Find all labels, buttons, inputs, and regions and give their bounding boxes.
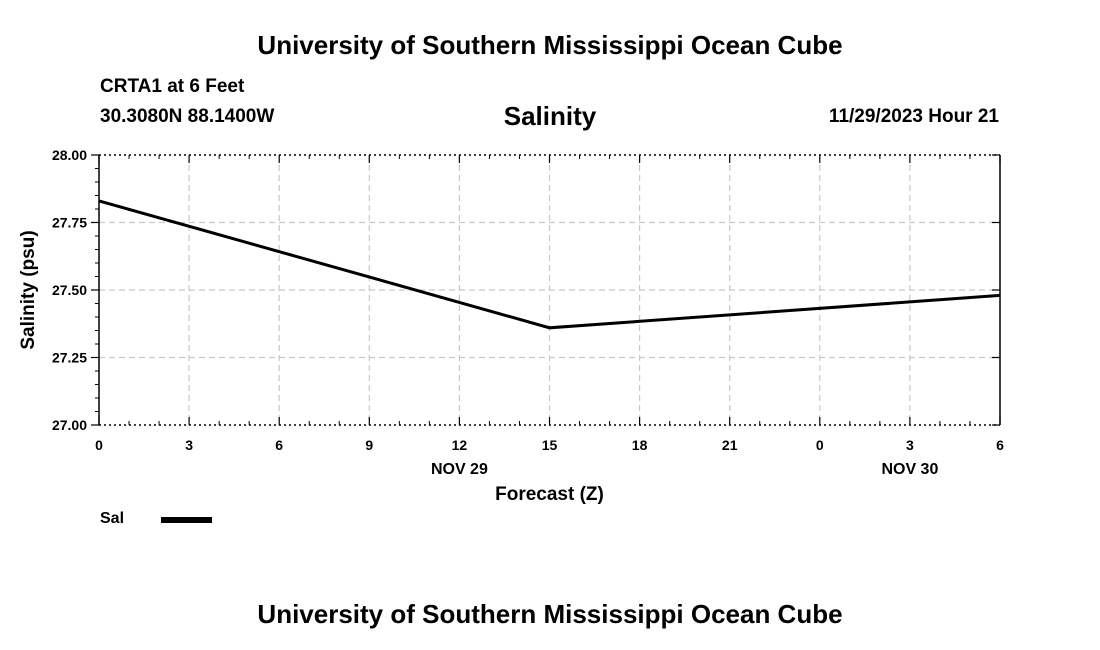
y-tick-label: 27.25 [52, 350, 87, 366]
x-tick-label: 0 [95, 437, 103, 453]
station-coordinates: 30.3080N 88.1400W [100, 106, 275, 127]
series-line-sal [98, 199, 1001, 330]
footer-title: University of Southern Mississippi Ocean… [257, 599, 843, 629]
station-label: CRTA1 at 6 Feet [100, 76, 245, 97]
forecast-datetime: 11/29/2023 Hour 21 [828, 106, 999, 127]
x-tick-label: 21 [722, 437, 738, 453]
series-layer [98, 199, 1001, 330]
legend-label: Sal [100, 510, 125, 527]
x-tick-label: 15 [542, 437, 558, 453]
y-tick-label: 27.50 [52, 282, 87, 298]
chart-title: Salinity [503, 101, 597, 131]
axis-labels: 0 3 6 9 12 15 18 21 0 3 6 27.00 27.25 27.50 27.75 28.00… [18, 147, 1004, 505]
page-title: University of Southern Mississippi Ocean… [257, 30, 843, 60]
x-date-label: NOV 30 [881, 461, 938, 478]
x-tick-label: 12 [452, 437, 468, 453]
axes [91, 154, 1001, 426]
grid-lines [99, 155, 1000, 425]
x-tick-label: 6 [275, 437, 283, 453]
legend-swatch [161, 517, 212, 523]
x-date-label: NOV 29 [431, 461, 488, 478]
x-tick-label: 3 [185, 437, 193, 453]
x-tick-label: 9 [365, 437, 373, 453]
y-tick-label: 27.00 [52, 417, 87, 433]
y-tick-label: 27.75 [52, 215, 87, 231]
y-tick-label: 28.00 [52, 147, 87, 163]
x-tick-label: 18 [632, 437, 648, 453]
x-tick-label: 0 [816, 437, 824, 453]
x-tick-label: 6 [996, 437, 1004, 453]
x-axis-title: Forecast (Z) [495, 484, 604, 505]
x-tick-label: 3 [906, 437, 914, 453]
y-axis-title: Salinity (psu) [18, 230, 39, 349]
